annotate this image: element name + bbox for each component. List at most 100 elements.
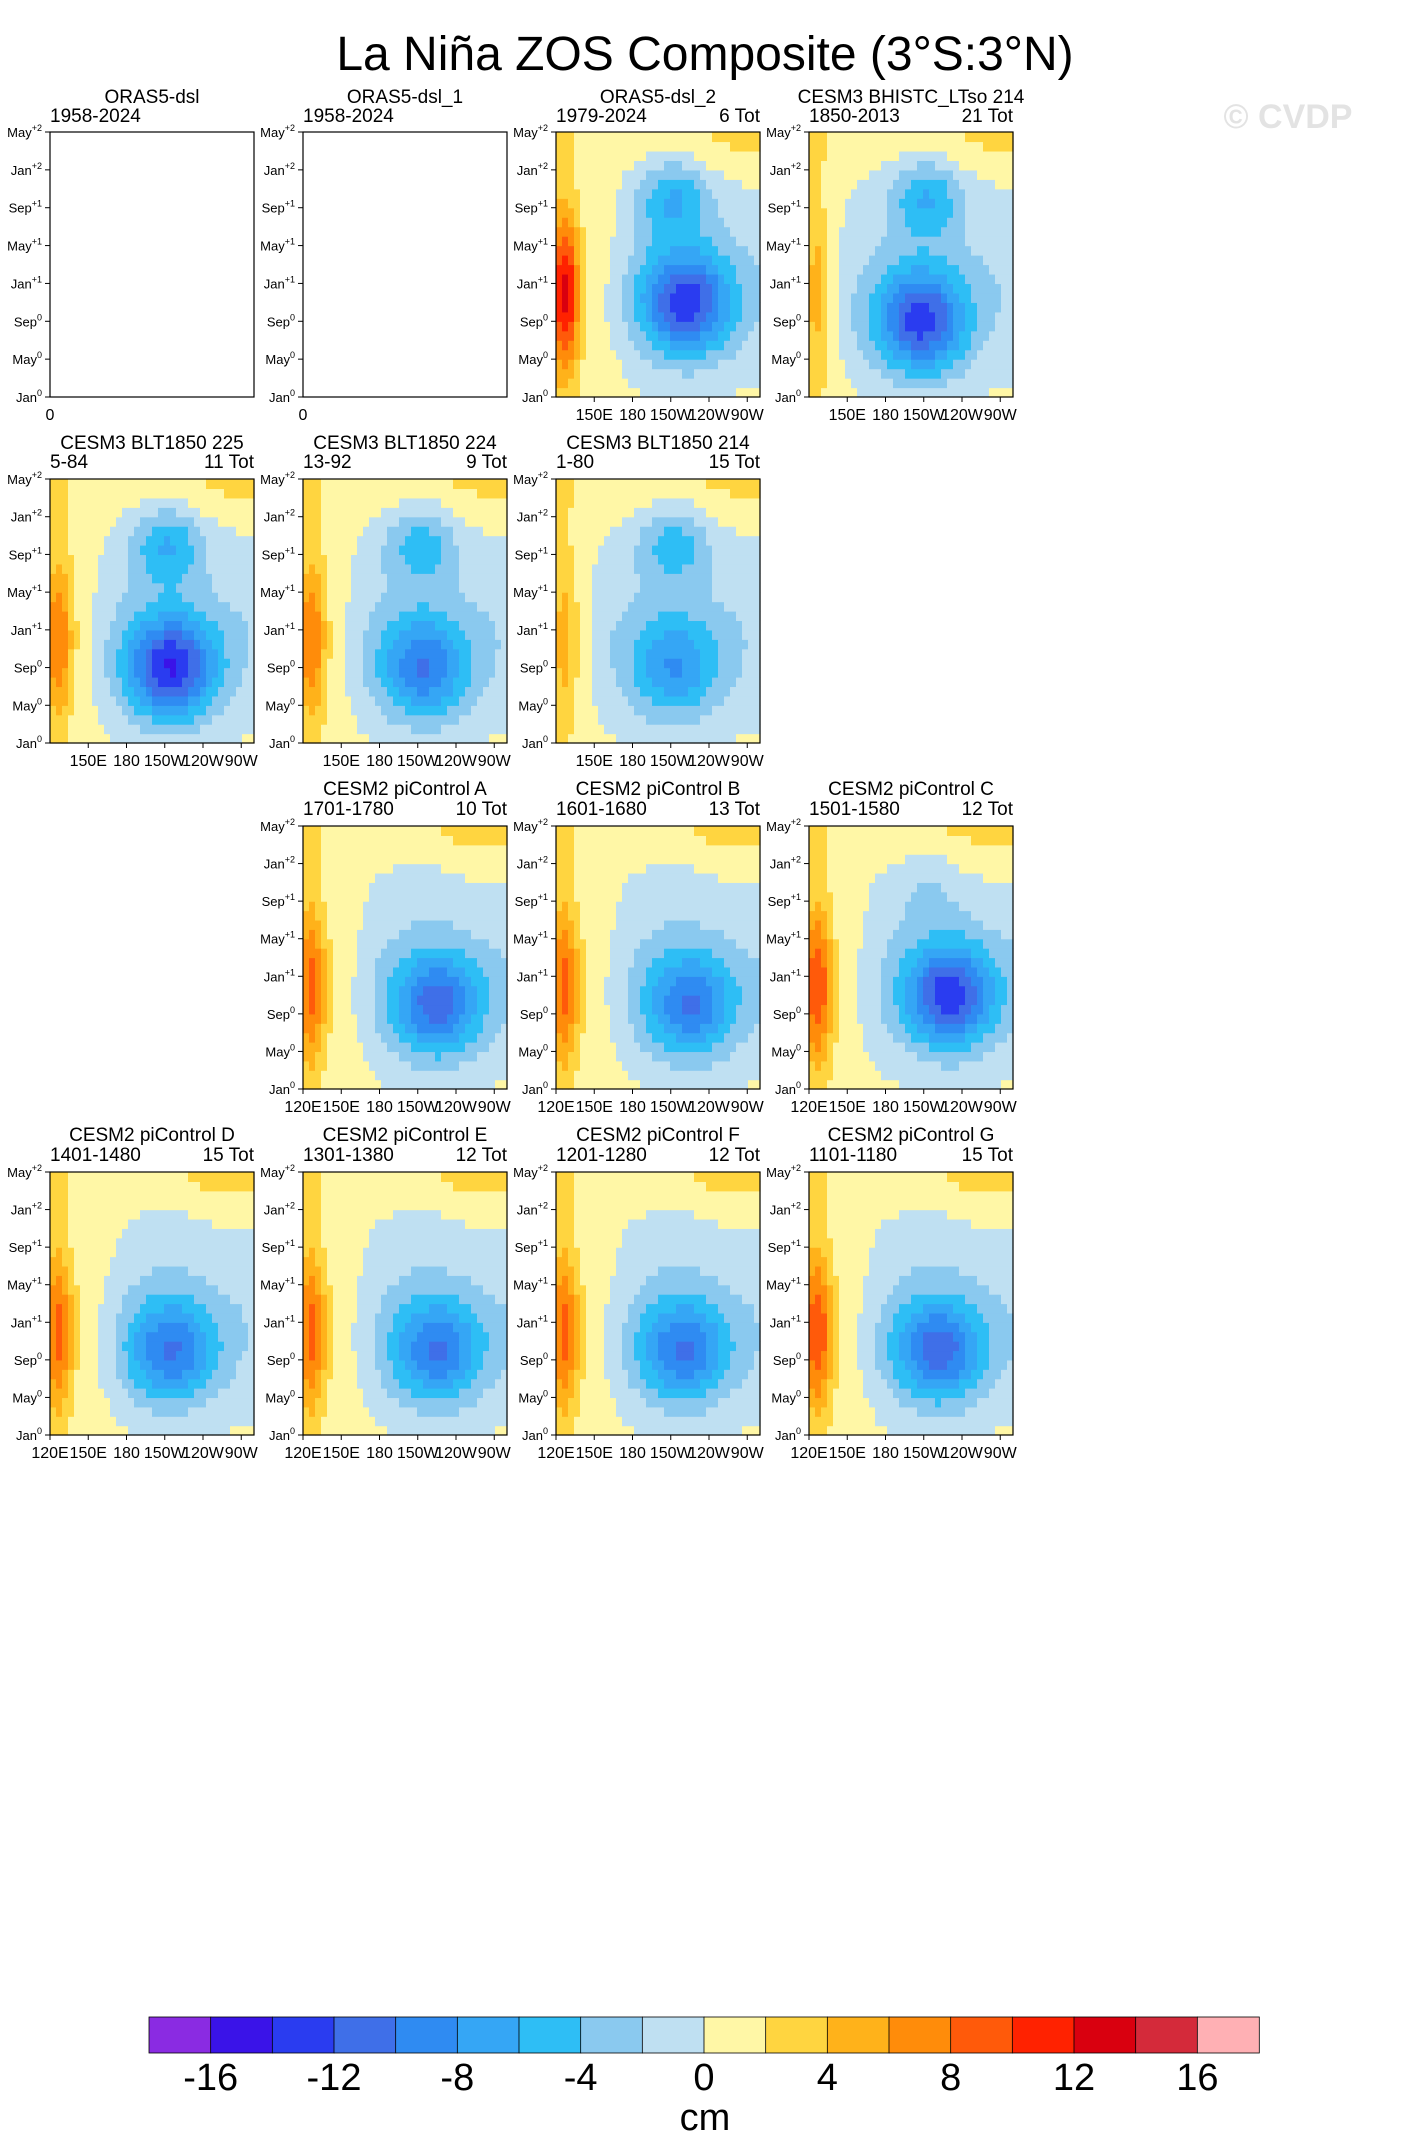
field-cell [700, 507, 707, 518]
field-cell [453, 516, 460, 527]
field-cell [459, 620, 466, 631]
field-cell [68, 648, 75, 659]
field-cell [622, 132, 629, 143]
field-cell [333, 648, 340, 659]
field-cell [664, 378, 671, 389]
field-cell [586, 217, 593, 228]
field-cell [568, 573, 575, 584]
field-cell [610, 497, 617, 508]
field-cell [983, 226, 990, 237]
field-cell [387, 658, 394, 669]
field-cell [833, 321, 840, 332]
field-cell [821, 330, 828, 341]
field-cell [977, 330, 984, 341]
field-cell [730, 387, 737, 398]
field-cell [839, 226, 846, 237]
field-cell [74, 714, 81, 725]
field-cell [321, 611, 328, 622]
field-cell [86, 658, 93, 669]
field-cell [917, 387, 924, 398]
field-cell [423, 639, 430, 650]
x-tick-label: 150W [650, 753, 693, 770]
field-cell [622, 582, 629, 593]
field-cell [953, 169, 960, 180]
field-cell [670, 526, 677, 537]
field-cell [417, 677, 424, 688]
field-cell [417, 563, 424, 574]
field-cell [676, 169, 683, 180]
field-cell [357, 507, 364, 518]
field-cell [586, 188, 593, 199]
field-cell [857, 132, 864, 143]
field-cell [224, 733, 231, 744]
field-cell [441, 535, 448, 546]
field-cell [206, 516, 213, 527]
field-cell [742, 526, 749, 537]
field-cell [574, 545, 581, 556]
field-cell [640, 658, 647, 669]
field-cell [423, 695, 430, 706]
field-cell [598, 724, 605, 735]
field-cell [694, 733, 701, 744]
field-cell [417, 714, 424, 725]
field-cell [1001, 179, 1008, 190]
field-cell [989, 150, 996, 161]
field-cell [56, 686, 63, 697]
field-cell [495, 686, 502, 697]
field-cell [116, 554, 123, 565]
field-cell [86, 714, 93, 725]
field-cell [98, 526, 105, 537]
field-cell [712, 592, 719, 603]
field-cell [947, 340, 954, 351]
field-cell [676, 273, 683, 285]
field-cell [417, 479, 424, 490]
field-cell [435, 695, 442, 706]
field-cell [706, 497, 713, 508]
field-cell [646, 179, 653, 190]
field-cell [929, 330, 936, 341]
field-cell [369, 611, 376, 622]
field-cell [357, 639, 364, 650]
field-cell [839, 150, 846, 161]
field-cell [881, 255, 888, 266]
field-cell [104, 535, 111, 546]
field-cell [851, 198, 858, 209]
field-cell [676, 150, 683, 161]
field-cell [688, 639, 695, 650]
field-cell [995, 179, 1002, 190]
field-cell [68, 507, 75, 518]
field-cell [309, 535, 316, 546]
field-cell [682, 273, 689, 285]
field-cell [965, 150, 972, 161]
field-cell [224, 648, 231, 659]
field-cell [387, 639, 394, 650]
field-cell [905, 245, 912, 256]
field-cell [628, 321, 635, 332]
field-cell [140, 667, 147, 678]
field-cell [598, 359, 605, 370]
field-cell [98, 658, 105, 669]
field-cell [158, 705, 165, 716]
field-cell [381, 545, 388, 556]
y-tick-label: Jan+1 [264, 274, 295, 291]
field-cell [929, 150, 936, 161]
field-cell [92, 639, 99, 650]
field-cell [363, 724, 370, 735]
field-cell [947, 141, 954, 152]
field-cell [152, 724, 159, 735]
plot-frame [302, 478, 508, 744]
field-cell [706, 273, 713, 285]
field-cell [640, 302, 647, 313]
field-cell [827, 368, 834, 379]
field-cell [664, 592, 671, 603]
field-cell [995, 302, 1002, 313]
field-cell [598, 368, 605, 379]
field-cell [748, 255, 755, 266]
field-cell [893, 273, 900, 285]
field-cell [670, 592, 677, 603]
field-cell [700, 340, 707, 351]
field-cell [754, 535, 761, 546]
field-cell [658, 160, 665, 171]
field-cell [929, 141, 936, 152]
field-cell [1001, 245, 1008, 256]
